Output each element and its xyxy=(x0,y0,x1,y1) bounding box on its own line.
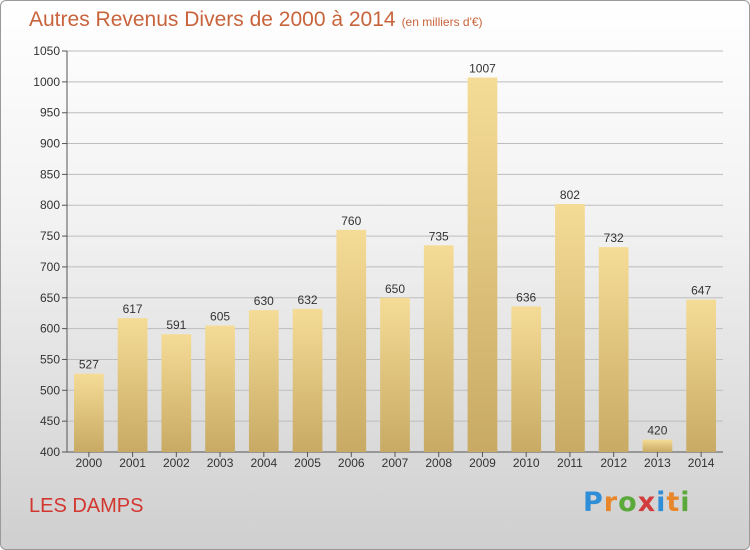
bar xyxy=(336,229,367,452)
commune-name: LES DAMPS xyxy=(29,495,144,517)
bar xyxy=(598,247,629,452)
bar-value-label: 735 xyxy=(429,229,449,243)
y-tick-label: 400 xyxy=(40,445,60,459)
bar-value-label: 617 xyxy=(123,302,143,316)
y-tick-label: 900 xyxy=(40,137,60,151)
y-tick-label: 450 xyxy=(40,414,60,428)
x-tick-label: 2011 xyxy=(557,456,583,470)
x-tick-label: 2010 xyxy=(513,456,540,470)
chart-title-text: Autres Revenus Divers de 2000 à 2014 xyxy=(29,8,396,31)
bar-value-label: 732 xyxy=(604,231,624,245)
bar xyxy=(117,318,148,452)
tick-labels: 400 450 500 550 600 650 700 750 800 850 900 950 1000… xyxy=(33,44,715,470)
bar xyxy=(642,439,673,452)
x-tick-label: 2012 xyxy=(600,456,627,470)
bar xyxy=(161,334,192,452)
x-tick-label: 2008 xyxy=(425,456,452,470)
bar-value-label: 630 xyxy=(254,294,274,308)
bar-value-label: 650 xyxy=(385,282,405,296)
y-tick-label: 1050 xyxy=(33,44,60,58)
bar-value-label: 647 xyxy=(691,284,711,298)
bar xyxy=(73,373,104,452)
x-tick-label: 2006 xyxy=(338,456,365,470)
y-tick-label: 550 xyxy=(40,352,60,366)
bar xyxy=(467,77,498,452)
y-tick-label: 600 xyxy=(40,322,60,336)
x-tick-label: 2000 xyxy=(76,456,103,470)
bar xyxy=(380,297,410,452)
x-tick-label: 2009 xyxy=(469,456,496,470)
x-tick-label: 2014 xyxy=(688,456,715,470)
y-tick-label: 800 xyxy=(40,198,60,212)
y-tick-label: 500 xyxy=(40,383,60,397)
bar-value-label: 760 xyxy=(341,214,361,228)
bar xyxy=(292,308,323,452)
proxiti-logo: Proxiti xyxy=(583,487,691,518)
bar xyxy=(686,299,717,452)
y-tick-label: 850 xyxy=(40,167,60,181)
bar-value-label: 605 xyxy=(210,310,230,324)
x-tick-label: 2004 xyxy=(250,456,277,470)
bars xyxy=(73,77,717,452)
chart-title: Autres Revenus Divers de 2000 à 2014 (en … xyxy=(29,8,483,32)
x-tick-label: 2001 xyxy=(119,456,146,470)
bar-value-label: 527 xyxy=(79,358,99,372)
chart-subtitle: (en milliers d'€) xyxy=(401,15,483,29)
bar xyxy=(555,203,585,452)
y-tick-label: 950 xyxy=(40,106,60,120)
bar-value-label: 591 xyxy=(166,318,186,332)
data-labels: 527 617 591 605 630 632 760 650 735 1007 636 802 732… xyxy=(79,62,712,438)
bar xyxy=(511,306,542,452)
bar xyxy=(248,310,279,452)
x-tick-label: 2005 xyxy=(294,456,321,470)
y-tick-label: 750 xyxy=(40,229,60,243)
bar-value-label: 632 xyxy=(298,293,318,307)
bar-value-label: 802 xyxy=(560,188,580,202)
x-tick-label: 2007 xyxy=(382,456,409,470)
y-tick-label: 1000 xyxy=(33,75,60,89)
bar-value-label: 636 xyxy=(516,290,536,304)
bar xyxy=(205,325,235,452)
y-tick-label: 700 xyxy=(40,260,60,274)
x-tick-label: 2013 xyxy=(644,456,671,470)
bar-value-label: 1007 xyxy=(469,62,496,76)
y-tick-label: 650 xyxy=(40,291,60,305)
bar xyxy=(423,245,454,452)
bar-value-label: 420 xyxy=(647,424,667,438)
x-tick-label: 2003 xyxy=(207,456,234,470)
x-tick-label: 2002 xyxy=(163,456,190,470)
